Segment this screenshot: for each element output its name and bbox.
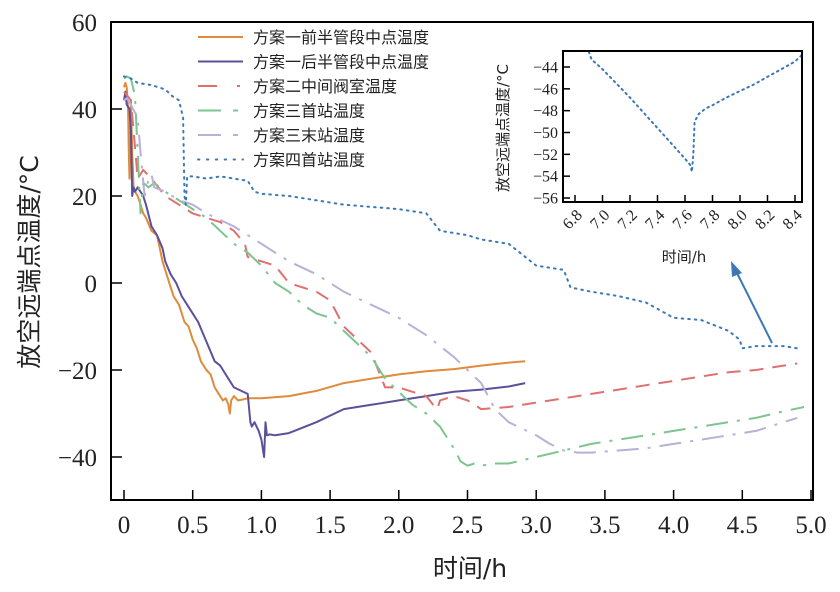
legend-label-6: 方案四首站温度 xyxy=(253,151,365,170)
series-line-6 xyxy=(123,75,799,350)
inset-x-tick-label: 7.6 xyxy=(670,207,696,233)
x-tick-label: 1.5 xyxy=(314,512,345,539)
main-y-axis: −40 −20 0 20 40 60 xyxy=(58,10,122,472)
inset-x-tick-label: 8.4 xyxy=(780,207,806,233)
x-tick-label: 2.5 xyxy=(452,512,483,539)
y-tick-label: 20 xyxy=(72,184,97,211)
inset-x-tick-label: 7.2 xyxy=(615,207,641,233)
x-tick-label: 1.0 xyxy=(246,512,277,539)
inset-y-tick-label: −56 xyxy=(533,191,558,208)
x-tick-label: 3.5 xyxy=(589,512,620,539)
y-tick-label: −20 xyxy=(58,358,97,385)
inset-series-group xyxy=(587,51,802,173)
legend: 方案一前半管段中点温度方案一后半管段中点温度方案二中间阀室温度方案三首站温度方案… xyxy=(197,28,429,170)
inset-y-tick-label: −54 xyxy=(533,169,558,186)
arrow-line xyxy=(733,266,773,344)
x-tick-label: 4.0 xyxy=(658,512,689,539)
inset-x-tick-label: 6.8 xyxy=(560,207,586,233)
main-plot-frame xyxy=(110,21,814,501)
inset-x-tick-label: 7.4 xyxy=(642,207,668,233)
x-tick-label: 4.5 xyxy=(727,512,758,539)
legend-label-1: 方案一前半管段中点温度 xyxy=(253,28,429,47)
inset-y-tick-label: −50 xyxy=(533,125,558,142)
inset-y-tick-label: −52 xyxy=(533,147,558,164)
main-plot: 0 0.5 1.0 1.5 2.0 2.5 3.0 3.5 4.0 4.5 5.0 −40 −20 0 2… xyxy=(15,10,827,583)
y-tick-label: 0 xyxy=(85,271,98,298)
y-tick-label: 40 xyxy=(72,97,97,124)
x-axis-title: 时间/h xyxy=(433,554,507,583)
legend-label-2: 方案一后半管段中点温度 xyxy=(253,53,429,72)
y-tick-label: −40 xyxy=(58,445,97,472)
x-tick-label: 5.0 xyxy=(795,512,826,539)
x-tick-label: 3.0 xyxy=(521,512,552,539)
inset-x-axis-title: 时间/h xyxy=(662,248,707,266)
inset-y-tick-label: −44 xyxy=(533,60,558,77)
main-series-group xyxy=(123,75,805,467)
annotations xyxy=(731,261,773,344)
inset-y-tick-label: −46 xyxy=(533,81,558,98)
x-tick-label: 0 xyxy=(118,512,131,539)
x-tick-label: 2.0 xyxy=(383,512,414,539)
series-line-4 xyxy=(123,75,805,467)
inset-x-tick-label: 8.2 xyxy=(752,207,778,233)
legend-label-4: 方案三首站温度 xyxy=(253,102,365,121)
x-tick-label: 0.5 xyxy=(177,512,208,539)
arrow-head xyxy=(731,261,742,277)
inset-x-tick-label: 7.8 xyxy=(697,207,723,233)
inset-plot: 6.8 7.0 7.2 7.4 7.6 7.8 8.0 8.2 8.4 −44 −46 −48 −50… xyxy=(494,50,806,266)
y-axis-title: 放空远端点温度/°C xyxy=(15,155,44,368)
inset-background xyxy=(563,51,802,202)
inset-x-tick-label: 7.0 xyxy=(587,207,613,233)
inset-series-line-1 xyxy=(587,51,802,173)
inset-plot-frame xyxy=(562,50,803,203)
inset-x-tick-label: 8.0 xyxy=(725,207,751,233)
y-tick-label: 60 xyxy=(72,10,97,37)
inset-y-tick-label: −48 xyxy=(533,103,558,120)
inset-y-axis-title: 放空远端点温度/°C xyxy=(494,64,512,192)
series-line-2 xyxy=(123,90,526,458)
inset-y-axis: −44 −46 −48 −50 −52 −54 −56 xyxy=(533,60,570,208)
main-x-axis: 0 0.5 1.0 1.5 2.0 2.5 3.0 3.5 4.0 4.5 5.0 xyxy=(118,490,827,539)
series-line-5 xyxy=(123,97,798,454)
legend-label-5: 方案三末站温度 xyxy=(253,126,365,145)
legend-label-3: 方案二中间阀室温度 xyxy=(253,77,397,96)
